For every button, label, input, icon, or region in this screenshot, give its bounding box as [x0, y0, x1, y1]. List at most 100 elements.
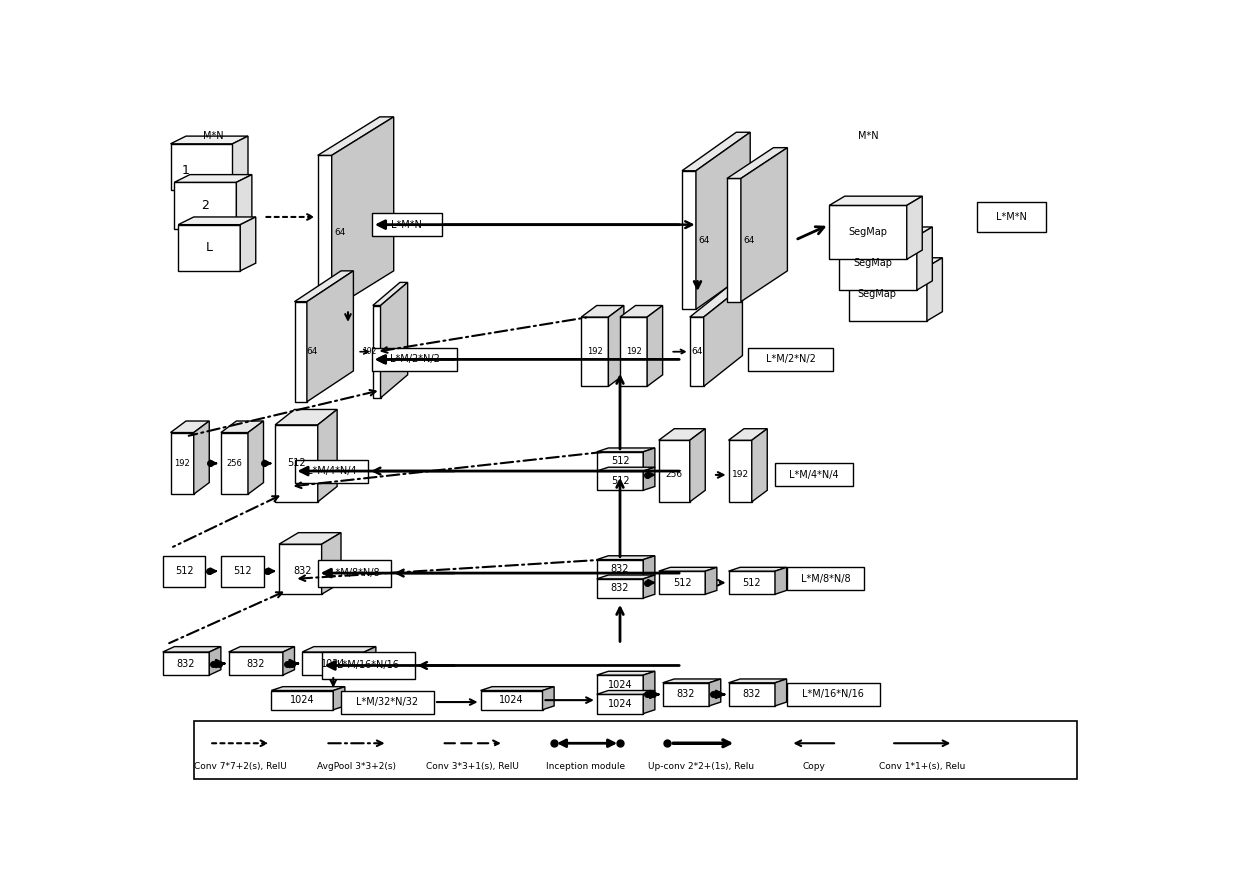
- Polygon shape: [275, 425, 317, 502]
- Polygon shape: [381, 282, 408, 398]
- Text: 832: 832: [611, 564, 629, 575]
- Polygon shape: [596, 694, 644, 713]
- Polygon shape: [689, 286, 743, 317]
- Text: 512: 512: [610, 456, 630, 467]
- Polygon shape: [283, 646, 295, 675]
- Text: L*M/8*N/8: L*M/8*N/8: [801, 574, 851, 583]
- Text: 256: 256: [666, 470, 683, 479]
- Text: 512: 512: [233, 566, 252, 576]
- Polygon shape: [644, 468, 655, 491]
- Polygon shape: [175, 182, 237, 228]
- FancyBboxPatch shape: [341, 690, 434, 713]
- Polygon shape: [171, 432, 193, 494]
- Polygon shape: [682, 171, 696, 309]
- Polygon shape: [279, 545, 321, 594]
- Polygon shape: [658, 568, 717, 571]
- Polygon shape: [644, 690, 655, 713]
- Text: 1024: 1024: [608, 680, 632, 690]
- FancyBboxPatch shape: [221, 556, 263, 587]
- Polygon shape: [689, 317, 703, 386]
- Text: Inception module: Inception module: [546, 762, 625, 771]
- Polygon shape: [193, 421, 210, 494]
- Polygon shape: [175, 175, 252, 182]
- Polygon shape: [317, 409, 337, 502]
- Text: 512: 512: [288, 459, 306, 469]
- Text: Conv 7*7+2(s), RelU: Conv 7*7+2(s), RelU: [193, 762, 286, 771]
- Text: 512: 512: [610, 476, 630, 485]
- Polygon shape: [682, 133, 750, 171]
- FancyBboxPatch shape: [748, 348, 833, 371]
- Polygon shape: [906, 196, 923, 259]
- Polygon shape: [272, 687, 345, 690]
- Polygon shape: [275, 409, 337, 425]
- FancyBboxPatch shape: [317, 560, 392, 587]
- Polygon shape: [241, 217, 255, 271]
- Polygon shape: [582, 306, 624, 317]
- Text: SegMap: SegMap: [853, 258, 892, 268]
- Polygon shape: [839, 227, 932, 236]
- Text: L*M/16*N/16: L*M/16*N/16: [802, 690, 864, 699]
- Text: 1024: 1024: [290, 695, 315, 705]
- Polygon shape: [321, 533, 341, 594]
- Text: 512: 512: [743, 578, 761, 588]
- Text: 192: 192: [175, 459, 190, 468]
- Polygon shape: [751, 429, 768, 502]
- Text: 2: 2: [201, 199, 210, 212]
- Polygon shape: [830, 205, 906, 259]
- Polygon shape: [729, 440, 751, 502]
- Polygon shape: [596, 675, 644, 694]
- Polygon shape: [620, 317, 647, 386]
- Text: 192: 192: [362, 347, 376, 356]
- Polygon shape: [742, 148, 787, 301]
- Text: L*M*N: L*M*N: [996, 212, 1027, 222]
- Polygon shape: [596, 471, 644, 491]
- Polygon shape: [332, 117, 394, 309]
- Polygon shape: [644, 448, 655, 471]
- Polygon shape: [365, 646, 376, 675]
- FancyBboxPatch shape: [295, 460, 368, 483]
- Text: 256: 256: [227, 459, 242, 468]
- Polygon shape: [644, 671, 655, 694]
- Text: Conv 1*1+(s), Relu: Conv 1*1+(s), Relu: [879, 762, 966, 771]
- Polygon shape: [644, 575, 655, 598]
- Polygon shape: [727, 148, 787, 179]
- Polygon shape: [916, 227, 932, 290]
- Polygon shape: [596, 579, 644, 598]
- Polygon shape: [295, 301, 306, 401]
- Text: 832: 832: [611, 583, 629, 593]
- Polygon shape: [295, 271, 353, 301]
- Text: 192: 192: [732, 470, 749, 479]
- Polygon shape: [662, 679, 720, 682]
- Text: 512: 512: [175, 566, 193, 576]
- Text: Up-conv 2*2+(1s), Relu: Up-conv 2*2+(1s), Relu: [649, 762, 754, 771]
- Polygon shape: [703, 286, 743, 386]
- Polygon shape: [696, 133, 750, 309]
- FancyBboxPatch shape: [775, 463, 853, 486]
- Text: Copy: Copy: [802, 762, 825, 771]
- Polygon shape: [221, 432, 248, 494]
- Polygon shape: [228, 652, 283, 675]
- Text: 192: 192: [587, 347, 603, 356]
- FancyBboxPatch shape: [977, 202, 1047, 232]
- Text: L*M/2*N/2: L*M/2*N/2: [765, 354, 816, 364]
- Polygon shape: [729, 679, 786, 682]
- Polygon shape: [596, 556, 655, 560]
- Polygon shape: [233, 136, 248, 190]
- Text: 1024: 1024: [500, 695, 523, 705]
- Text: L*M/2*N/2: L*M/2*N/2: [389, 354, 439, 364]
- Polygon shape: [334, 687, 345, 710]
- Polygon shape: [162, 646, 221, 652]
- Text: 1: 1: [182, 164, 190, 178]
- Polygon shape: [228, 646, 295, 652]
- Polygon shape: [849, 267, 926, 321]
- Text: SegMap: SegMap: [858, 289, 897, 299]
- Polygon shape: [481, 690, 543, 710]
- Polygon shape: [179, 217, 255, 225]
- Polygon shape: [729, 682, 775, 706]
- Polygon shape: [658, 571, 706, 594]
- Polygon shape: [596, 690, 655, 694]
- Text: M*N: M*N: [203, 131, 223, 141]
- Polygon shape: [272, 690, 334, 710]
- Text: M*N: M*N: [858, 131, 878, 141]
- Polygon shape: [658, 429, 706, 440]
